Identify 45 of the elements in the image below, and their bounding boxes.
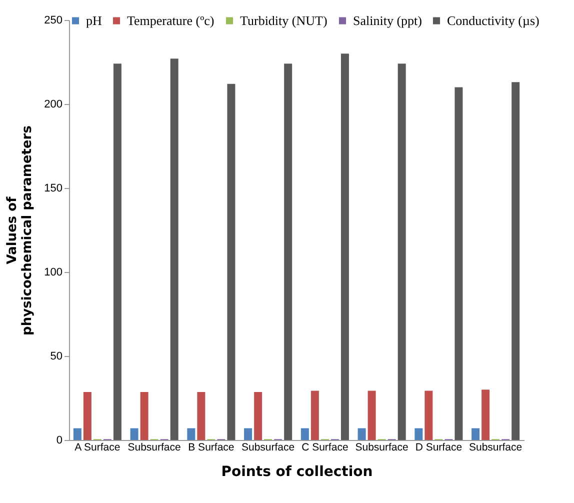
x-tick-label: Subsurface <box>128 442 182 454</box>
bar <box>187 428 196 440</box>
bar <box>358 428 366 440</box>
y-tick-label: 150 <box>44 182 62 194</box>
x-tick-label: D Surface <box>415 442 462 454</box>
legend-label: Temperature (ºc) <box>127 12 214 28</box>
bar <box>398 64 406 440</box>
bar <box>254 392 262 440</box>
y-tick-label: 0 <box>56 434 62 446</box>
bar <box>472 428 480 440</box>
y-axis-title: Values of physicochemical parameters <box>5 125 36 336</box>
bar <box>454 87 463 440</box>
y-tick-label: 200 <box>44 98 62 110</box>
legend-label: Conductivity (µs) <box>447 12 540 28</box>
bar <box>83 392 92 440</box>
y-tick-label: 50 <box>50 350 62 362</box>
bar <box>424 390 433 440</box>
bar <box>340 54 349 440</box>
bar <box>368 390 376 440</box>
bar <box>130 428 138 440</box>
x-tick-label: Subsurface <box>469 442 522 454</box>
bar <box>170 58 178 440</box>
bar <box>227 84 236 440</box>
y-tick-label: 100 <box>44 266 62 278</box>
bar <box>113 64 122 440</box>
legend-label: Salinity (ppt) <box>353 12 422 28</box>
bar <box>300 428 309 440</box>
bar <box>310 390 319 440</box>
x-tick-label: C Surface <box>302 442 348 454</box>
bar <box>197 392 206 440</box>
legend-label: pH <box>86 12 102 28</box>
bar <box>73 428 82 440</box>
bar <box>140 392 148 440</box>
bar <box>512 82 520 440</box>
y-tick-label: 250 <box>44 14 62 26</box>
x-axis-title: Points of collection <box>221 464 373 480</box>
legend-label: Turbidity (NUT) <box>240 12 328 28</box>
bar <box>414 428 423 440</box>
x-tick-label: Subsurface <box>355 442 409 454</box>
x-tick-label: Subsurface <box>242 442 295 454</box>
x-tick-label: A Surface <box>74 442 120 454</box>
bar <box>482 390 490 440</box>
x-tick-label: B Surface <box>188 442 234 454</box>
bar <box>244 428 252 440</box>
bar <box>284 64 292 440</box>
